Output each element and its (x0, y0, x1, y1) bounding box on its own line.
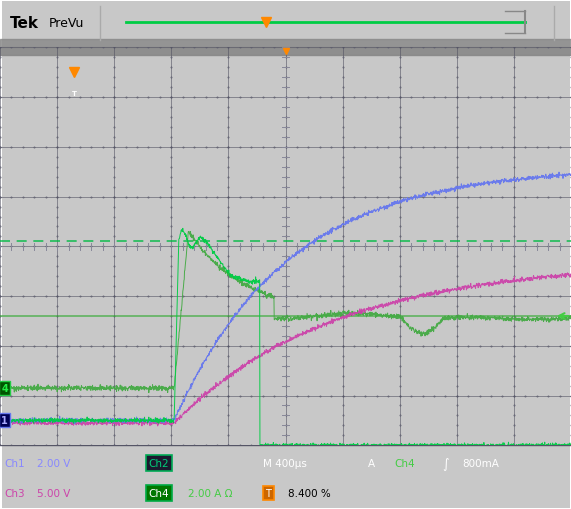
Text: T: T (266, 488, 271, 498)
Text: A: A (368, 458, 375, 468)
Text: 800mA: 800mA (463, 458, 500, 468)
Text: PreVu: PreVu (49, 17, 84, 30)
Text: Ch2: Ch2 (148, 458, 169, 468)
Text: ∫: ∫ (443, 457, 449, 470)
Text: Tek: Tek (10, 16, 39, 31)
Text: 1: 1 (1, 415, 8, 426)
Text: Ch4: Ch4 (394, 458, 415, 468)
Text: Ch3: Ch3 (5, 488, 25, 498)
Text: Ch4: Ch4 (148, 488, 169, 498)
Text: 2.00 A Ω: 2.00 A Ω (188, 488, 233, 498)
Text: Ch1: Ch1 (5, 458, 25, 468)
Text: 5.00 V: 5.00 V (37, 488, 70, 498)
Text: 4: 4 (1, 383, 8, 393)
Text: M 400μs: M 400μs (263, 458, 307, 468)
Bar (0, 40, 571, 48)
Text: 2.00 V: 2.00 V (37, 458, 70, 468)
Text: T: T (72, 91, 77, 97)
Text: 8.400 %: 8.400 % (288, 488, 331, 498)
